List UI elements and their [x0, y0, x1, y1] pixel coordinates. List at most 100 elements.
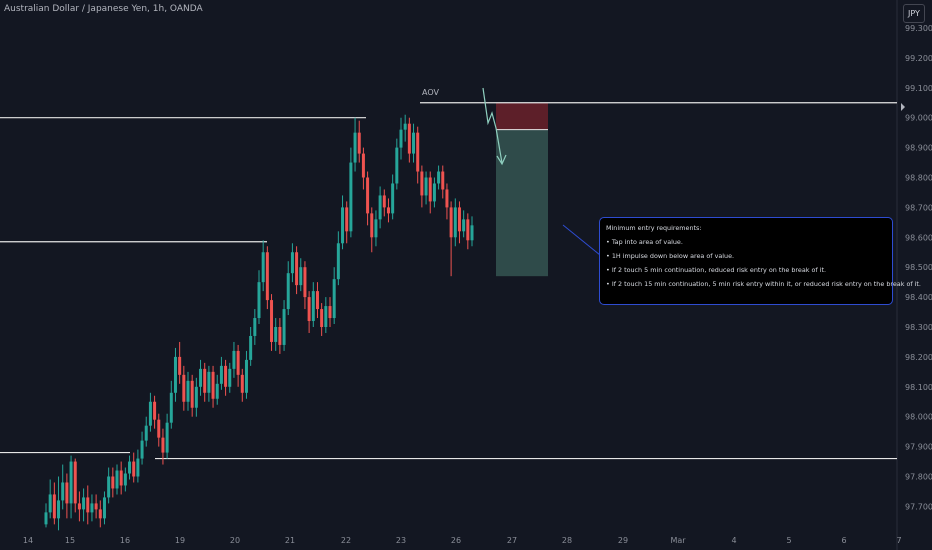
stop-loss-zone[interactable]	[496, 102, 548, 130]
candle	[357, 120, 361, 163]
candle	[437, 165, 441, 190]
x-tick-label: 27	[507, 536, 517, 545]
candle	[261, 240, 265, 292]
candle	[69, 455, 73, 519]
candle	[178, 341, 182, 384]
candle	[462, 210, 466, 238]
x-tick-label: 22	[341, 536, 351, 545]
candle	[432, 177, 436, 208]
y-tick-label: 99.300	[905, 24, 932, 33]
candle	[420, 165, 424, 208]
candle	[102, 491, 106, 525]
candle	[73, 458, 77, 513]
candle	[90, 494, 94, 522]
candle	[232, 341, 236, 378]
candle	[332, 267, 336, 325]
x-tick-label: 21	[285, 536, 295, 545]
x-tick-label: 23	[396, 536, 406, 545]
candle	[286, 261, 290, 316]
candle	[336, 231, 340, 286]
candle	[161, 428, 165, 465]
candle	[328, 297, 332, 327]
candle	[374, 210, 378, 247]
price-axis[interactable]: 99.300 99.200 99.100 99.000 98.900 98.800 98.7…	[905, 24, 932, 511]
candle	[61, 464, 65, 510]
y-tick-label: 97.800	[905, 473, 932, 482]
y-tick-label: 97.900	[905, 443, 932, 452]
candle	[282, 300, 286, 351]
candle	[111, 467, 115, 498]
candle	[295, 246, 299, 295]
note-item: If 2 touch 15 min continuation, 5 min ri…	[606, 280, 921, 288]
entry-requirements-note: Minimum entry requirements: Tap into are…	[599, 217, 921, 305]
candle	[48, 479, 52, 519]
candle	[186, 371, 190, 411]
y-tick-label: 99.000	[905, 114, 932, 123]
candle	[370, 207, 374, 253]
x-tick-label: 7	[896, 536, 901, 545]
candle	[157, 413, 161, 447]
candle	[416, 126, 420, 184]
y-tick-label: 99.100	[905, 84, 932, 93]
note-item: If 2 touch 5 min continuation, reduced r…	[606, 266, 886, 274]
scroll-marker-icon[interactable]	[901, 103, 905, 111]
candle	[65, 473, 69, 519]
candle	[453, 198, 457, 247]
candle	[228, 362, 232, 393]
candle	[132, 452, 136, 483]
candle	[136, 449, 140, 483]
candle	[403, 114, 407, 142]
candle	[278, 318, 282, 354]
candle	[366, 171, 370, 226]
take-profit-zone[interactable]	[496, 129, 548, 277]
candle	[361, 147, 365, 190]
candle	[395, 138, 399, 190]
x-tick-label: 6	[841, 536, 846, 545]
candle	[466, 213, 470, 250]
candle	[165, 413, 169, 459]
callout-line	[562, 224, 601, 256]
note-title: Minimum entry requirements:	[606, 224, 702, 232]
candle	[353, 117, 357, 172]
y-tick-label: 99.200	[905, 54, 932, 63]
candle	[382, 189, 386, 217]
candle	[270, 294, 274, 351]
x-tick-label: 26	[451, 536, 461, 545]
x-tick-label: 16	[120, 536, 130, 545]
time-axis[interactable]: 14 15 16 19 20 21 22 23 26 27 28 29 Mar 4 5 6 7	[23, 536, 902, 545]
currency-badge[interactable]: JPY	[903, 4, 925, 23]
aov-label: AOV	[422, 88, 439, 97]
x-tick-label: 19	[175, 536, 185, 545]
candle	[190, 374, 194, 417]
candle	[349, 147, 353, 238]
candle	[244, 350, 248, 399]
candle	[290, 243, 294, 283]
candle	[224, 359, 228, 396]
candle	[299, 258, 303, 292]
y-tick-label: 98.600	[905, 233, 932, 242]
candle	[345, 201, 349, 244]
candle	[407, 117, 411, 163]
candle	[44, 503, 48, 528]
candle	[128, 455, 132, 480]
candle	[144, 416, 148, 447]
candle	[315, 282, 319, 319]
candle	[253, 309, 257, 345]
y-tick-label: 98.100	[905, 383, 932, 392]
candle	[424, 171, 428, 205]
candle	[257, 270, 261, 325]
y-tick-label: 98.000	[905, 413, 932, 422]
candle	[236, 344, 240, 387]
candle	[77, 491, 81, 522]
candle	[265, 246, 269, 310]
candle	[140, 431, 144, 465]
candle	[311, 282, 315, 327]
candle	[307, 291, 311, 333]
y-tick-label: 98.200	[905, 353, 932, 362]
candle	[249, 327, 253, 366]
candle	[211, 365, 215, 408]
candle	[274, 318, 278, 351]
note-item: 1H impulse down below area of value.	[606, 252, 886, 260]
candle	[240, 368, 244, 402]
